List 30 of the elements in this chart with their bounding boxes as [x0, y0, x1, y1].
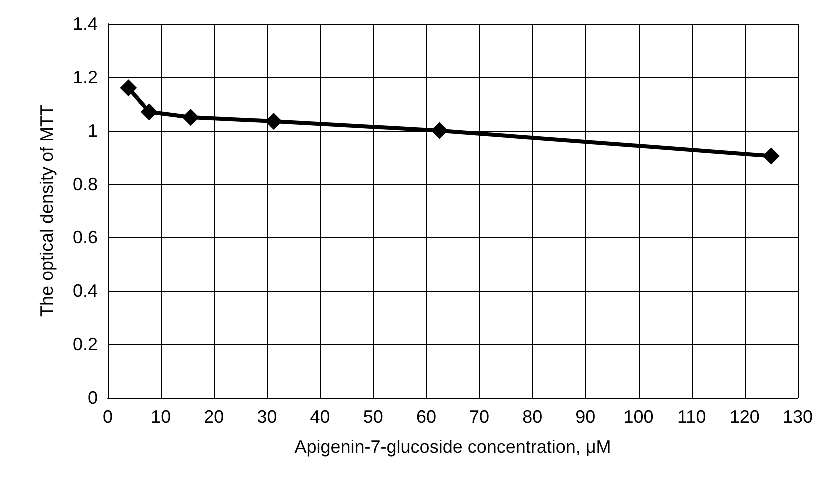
x-axis-title: Apigenin-7-glucoside concentration, μM	[294, 437, 612, 457]
x-tick-label: 50	[363, 407, 384, 427]
point	[431, 122, 448, 140]
x-tick-label: 80	[522, 407, 543, 427]
y-tick-label: 0	[88, 388, 98, 408]
y-tick-label: 0.8	[72, 174, 98, 194]
x-tick-label: 90	[576, 407, 596, 427]
point	[182, 109, 200, 126]
y-tick-label: 0.4	[72, 281, 98, 302]
x-tick-label: 60	[416, 407, 436, 427]
x-tick-label: 10	[151, 407, 172, 427]
point	[140, 104, 158, 121]
y-axis-title: The optical density of MTT	[37, 104, 57, 318]
y-tick-label: 0.2	[72, 334, 98, 355]
y-tick-label: 1.2	[72, 67, 98, 88]
y-tick-label: 1.4	[72, 14, 98, 34]
x-tick-label: 120	[730, 407, 760, 427]
point	[120, 80, 138, 97]
x-tick-label: 0	[102, 407, 114, 427]
x-tick-label: 20	[204, 407, 224, 427]
x-tick-label: 70	[470, 407, 490, 427]
y-tick-label: 1	[88, 120, 98, 141]
x-tick-label: 130	[782, 407, 814, 427]
x-tick-label: 100	[624, 407, 654, 427]
x-tick-label: 110	[677, 407, 706, 427]
point	[762, 148, 780, 165]
x-tick-label: 30	[257, 407, 278, 427]
x-tick-label: 40	[310, 407, 330, 427]
point	[265, 113, 282, 130]
y-tick-label: 0.6	[72, 228, 98, 248]
